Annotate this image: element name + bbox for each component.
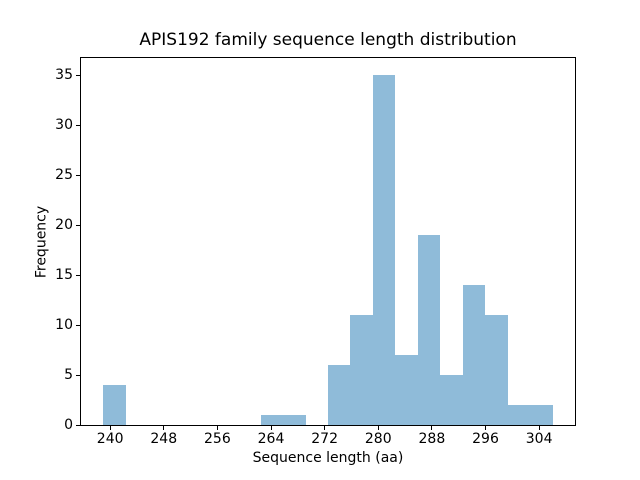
x-tick <box>270 426 272 430</box>
histogram-bar <box>440 375 463 425</box>
x-tick-label: 288 <box>418 431 446 447</box>
y-tick <box>76 274 80 276</box>
x-tick-label: 264 <box>257 431 285 447</box>
chart-title: APIS192 family sequence length distribut… <box>139 30 517 50</box>
histogram-bar <box>260 415 284 425</box>
y-tick-label: 0 <box>64 417 73 433</box>
histogram-bar <box>485 315 508 425</box>
histogram-bar <box>395 355 418 425</box>
y-tick-label: 15 <box>55 267 73 284</box>
x-tick <box>431 426 433 430</box>
x-tick <box>485 426 487 430</box>
histogram-bar <box>507 405 531 425</box>
y-tick <box>76 124 80 126</box>
x-tick-label: 296 <box>472 431 499 447</box>
x-tick <box>538 426 540 430</box>
x-axis-label: Sequence length (aa) <box>252 450 404 466</box>
histogram-bar <box>462 285 486 425</box>
x-tick-label: 304 <box>525 431 553 447</box>
y-tick <box>76 424 80 426</box>
x-tick-label: 256 <box>204 431 231 447</box>
x-tick <box>109 426 111 430</box>
y-tick <box>76 174 80 176</box>
histogram-bar <box>328 365 351 425</box>
y-tick <box>76 324 80 326</box>
y-axis-label: Frequency <box>33 205 50 279</box>
x-tick-label: 248 <box>150 431 178 447</box>
plot-area: 240 248 256 264 272 280 288 296 304 0 5 10 15 20 25 30 3… <box>55 57 576 447</box>
histogram-bar <box>350 315 373 425</box>
x-tick <box>324 426 326 430</box>
y-tick-label: 5 <box>64 367 73 384</box>
histogram-bar <box>417 235 441 425</box>
x-tick <box>163 426 165 430</box>
plot-inner: 240 248 256 264 272 280 288 296 304 0 5 10 15 20 25 30 3… <box>55 58 575 447</box>
y-tick-label: 35 <box>55 67 73 84</box>
y-tick-label: 10 <box>55 317 73 334</box>
histogram-bar <box>372 75 396 425</box>
y-tick <box>76 74 80 76</box>
x-tick-label: 240 <box>96 431 124 447</box>
x-tick <box>377 426 379 430</box>
histogram-bar <box>530 405 553 425</box>
x-tick-label: 280 <box>364 431 392 447</box>
y-tick-label: 20 <box>55 217 73 234</box>
histogram-bar <box>283 415 306 425</box>
y-tick-label: 25 <box>55 167 73 184</box>
y-tick <box>76 224 80 226</box>
y-tick <box>76 374 80 376</box>
y-tick-label: 30 <box>55 117 73 134</box>
x-tick <box>216 426 218 430</box>
x-tick-label: 272 <box>311 431 339 447</box>
histogram-bar <box>103 385 126 425</box>
